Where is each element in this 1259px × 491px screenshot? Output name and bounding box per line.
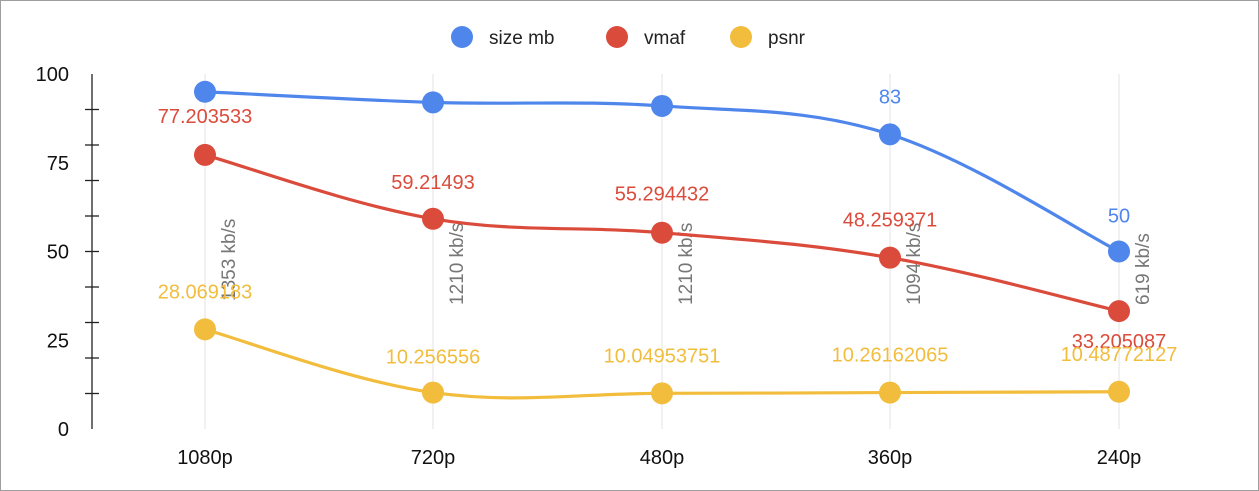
series-layer <box>194 80 1130 405</box>
data-label: 33.205087 <box>1072 331 1167 353</box>
data-label: 77.203533 <box>158 106 253 128</box>
data-point <box>1108 300 1130 323</box>
data-point <box>651 382 673 405</box>
data-label: 10.04953751 <box>604 345 721 367</box>
data-point <box>651 94 673 117</box>
data-point <box>194 318 216 341</box>
data-label: 59.21493 <box>391 172 474 194</box>
data-label: 10.256556 <box>386 347 481 369</box>
x-tick-label: 720p <box>411 447 456 469</box>
data-point <box>879 381 901 404</box>
legend-label: psnr <box>768 28 806 49</box>
bitrate-annotation: 619 kb/s <box>1133 233 1154 305</box>
bitrate-annotation: 1353 kb/s <box>219 219 240 301</box>
x-tick-label: 1080p <box>177 447 233 469</box>
data-label: 28.069183 <box>158 281 253 303</box>
x-tick-label: 240p <box>1097 447 1142 469</box>
legend-swatch <box>451 26 473 48</box>
legend-label: vmaf <box>644 28 686 49</box>
data-point <box>194 80 216 103</box>
legend-swatch <box>606 26 628 48</box>
y-tick-label: 100 <box>36 64 69 86</box>
data-label: 55.294432 <box>615 184 710 206</box>
data-label: 83 <box>879 86 901 108</box>
legend[interactable]: size mb vmaf psnr <box>451 26 806 49</box>
data-label: 50 <box>1108 206 1130 228</box>
legend-item-vmaf[interactable]: vmaf <box>606 26 686 49</box>
data-point <box>879 123 901 146</box>
x-tick-label: 360p <box>868 447 913 469</box>
legend-label: size mb <box>489 28 554 49</box>
data-label: 48.259371 <box>843 210 938 232</box>
x-axis-labels: 1080p 720p 480p 360p 240p <box>177 447 1141 469</box>
data-point <box>651 221 673 244</box>
data-point <box>1108 380 1130 403</box>
data-label: 10.26162065 <box>832 345 949 367</box>
y-tick-label: 0 <box>58 419 69 441</box>
data-point <box>422 91 444 114</box>
y-axis: 0 25 50 75 100 <box>36 64 99 441</box>
y-tick-label: 25 <box>47 330 69 352</box>
grid-layer <box>204 74 1120 429</box>
data-point <box>1108 240 1130 263</box>
bitrate-annotations: 1353 kb/s 1210 kb/s 1210 kb/s 1094 kb/s 619 … <box>219 219 1154 305</box>
x-tick-label: 480p <box>640 447 685 469</box>
y-tick-label: 50 <box>47 242 69 264</box>
legend-item-size-mb[interactable]: size mb <box>451 26 554 49</box>
bitrate-annotation: 1210 kb/s <box>676 223 697 305</box>
data-label: 10.48772127 <box>1061 344 1178 366</box>
y-tick-label: 75 <box>47 153 69 175</box>
data-point <box>422 381 444 404</box>
data-labels: 83 50 77.203533 59.21493 55.294432 48.259371 3… <box>158 86 1178 368</box>
legend-item-psnr[interactable]: psnr <box>730 26 806 49</box>
data-point <box>422 207 444 230</box>
data-point <box>194 143 216 166</box>
bitrate-annotation: 1210 kb/s <box>447 223 468 305</box>
data-point <box>879 246 901 269</box>
legend-swatch <box>730 26 752 48</box>
